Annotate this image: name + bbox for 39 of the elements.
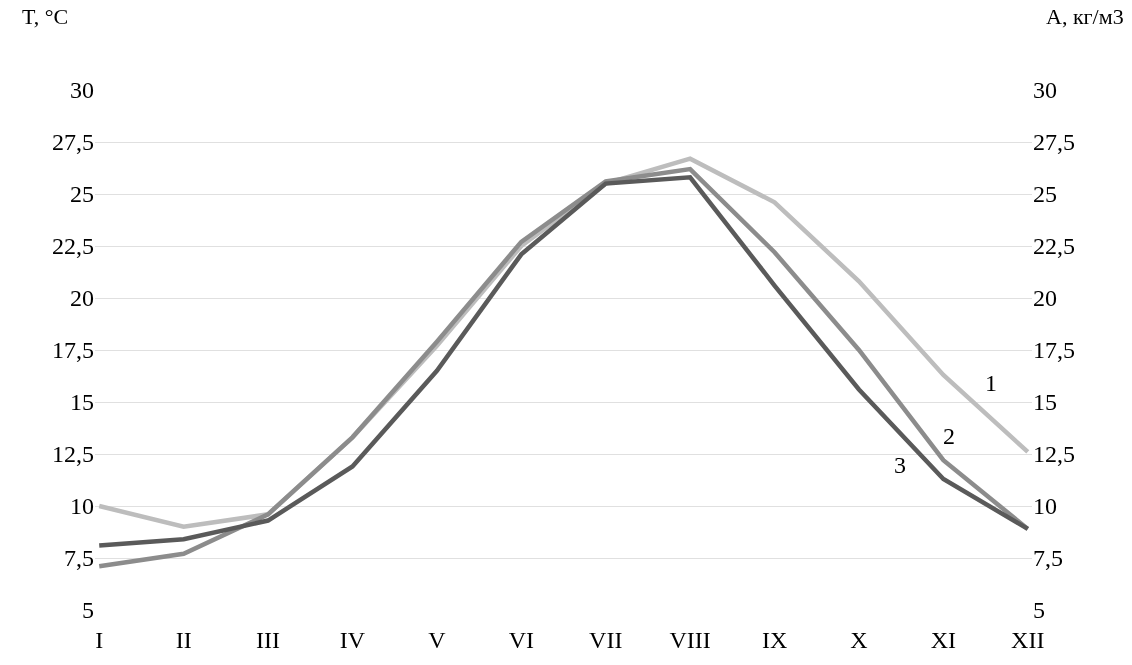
y2-tick-label: 30 bbox=[1033, 77, 1057, 104]
y2-tick-label: 7,5 bbox=[1033, 545, 1063, 572]
y2-axis-title: A, кг/м3 bbox=[1046, 4, 1124, 29]
x-tick-label: XII bbox=[1011, 626, 1045, 653]
series-label: 2 bbox=[943, 423, 955, 449]
y-tick-label: 30 bbox=[70, 77, 94, 104]
y-tick-label: 20 bbox=[70, 285, 94, 312]
y-tick-label: 25 bbox=[70, 181, 94, 208]
y2-tick-label: 5 bbox=[1033, 597, 1045, 624]
y2-tick-label: 17,5 bbox=[1033, 337, 1075, 364]
x-tick-label: IV bbox=[339, 626, 366, 653]
x-tick-label: III bbox=[256, 626, 281, 653]
x-tick-label: VII bbox=[589, 626, 623, 653]
x-tick-label: I bbox=[95, 626, 104, 653]
y2-tick-label: 20 bbox=[1033, 285, 1057, 312]
y2-tick-label: 12,5 bbox=[1033, 441, 1075, 468]
y-axis-title: T, °C bbox=[22, 4, 69, 29]
y-tick-label: 15 bbox=[70, 389, 94, 416]
y-tick-label: 7,5 bbox=[64, 545, 94, 572]
series-label: 3 bbox=[894, 452, 906, 478]
y-tick-label: 27,5 bbox=[52, 129, 94, 156]
y-tick-label: 17,5 bbox=[52, 337, 94, 364]
series-label: 1 bbox=[985, 370, 997, 396]
y2-tick-label: 22,5 bbox=[1033, 233, 1075, 260]
y2-tick-label: 27,5 bbox=[1033, 129, 1075, 156]
x-tick-label: VI bbox=[508, 626, 534, 653]
x-tick-label: XI bbox=[930, 626, 957, 653]
x-tick-label: II bbox=[175, 626, 192, 653]
y2-tick-label: 15 bbox=[1033, 389, 1057, 416]
y-tick-label: 5 bbox=[82, 597, 94, 624]
y-tick-label: 22,5 bbox=[52, 233, 94, 260]
y2-tick-label: 10 bbox=[1033, 493, 1057, 520]
x-tick-label: X bbox=[850, 626, 868, 653]
y2-tick-label: 25 bbox=[1033, 181, 1057, 208]
y-tick-label: 12,5 bbox=[52, 441, 94, 468]
x-tick-label: IX bbox=[761, 626, 788, 653]
x-tick-label: VIII bbox=[669, 626, 711, 653]
x-tick-label: V bbox=[428, 626, 447, 653]
y-tick-label: 10 bbox=[70, 493, 94, 520]
